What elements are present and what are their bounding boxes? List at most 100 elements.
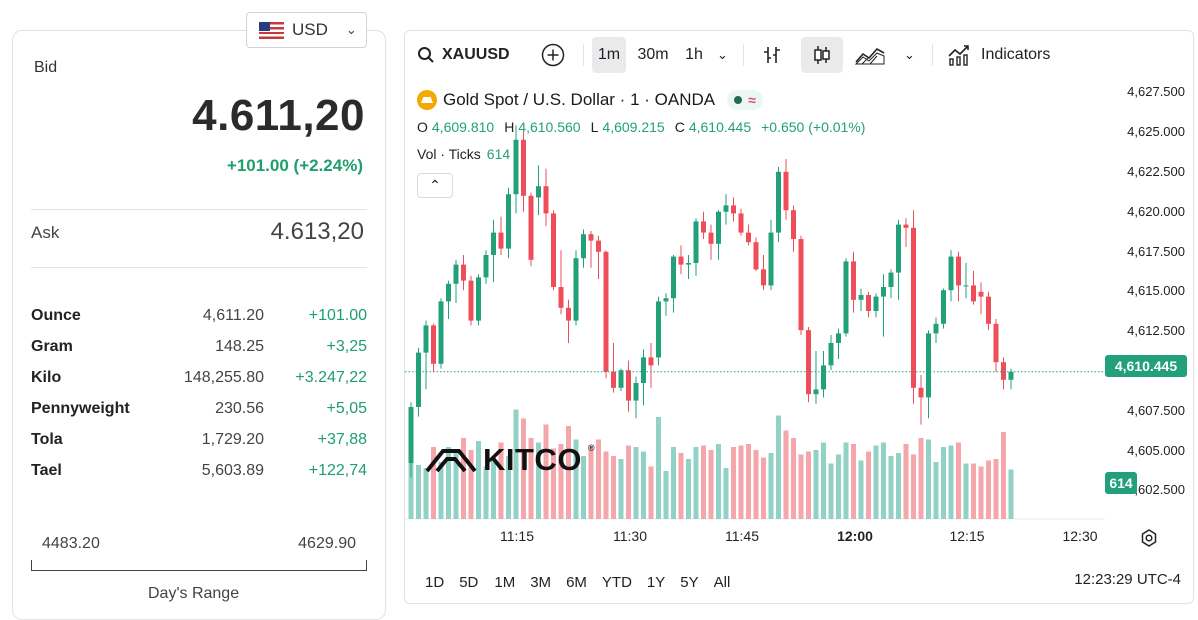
volume-bar — [431, 447, 436, 519]
indicators-icon — [948, 45, 969, 66]
price-axis-label: 4,605.000 — [1127, 443, 1185, 458]
symbol-search[interactable]: XAUUSD — [417, 37, 510, 73]
volume-bar — [986, 460, 991, 519]
volume-bar — [566, 426, 571, 519]
low-label: L — [590, 119, 599, 135]
candle-body — [468, 280, 474, 321]
indicators-button[interactable]: Indicators — [947, 37, 1050, 73]
candle-body — [986, 296, 991, 324]
candle-body — [648, 357, 654, 366]
chart-timestamp[interactable]: 12:23:29 UTC-4 — [1074, 571, 1181, 588]
interval-30m[interactable]: 30m — [637, 46, 669, 63]
candle-body — [641, 357, 646, 383]
candle-body — [896, 224, 901, 273]
candle-body — [716, 211, 721, 244]
unit-row: Tola 1,729.20 +37,88 — [31, 424, 367, 455]
range-1y[interactable]: 1Y — [646, 573, 666, 591]
unit-name: Tola — [31, 430, 63, 448]
volume-bar — [768, 453, 774, 519]
symbol-label: XAUUSD — [442, 46, 510, 63]
price-axis-label: 4,615.000 — [1127, 283, 1185, 298]
candle-body — [768, 232, 774, 286]
kitco-logo-icon — [425, 449, 477, 473]
range-1m[interactable]: 1M — [494, 573, 516, 591]
volume-bar — [581, 456, 586, 519]
volume-bar — [551, 448, 556, 519]
currency-selector[interactable]: USD ⌄ — [246, 12, 367, 48]
candle-body — [993, 323, 999, 363]
low-value: 4,609.215 — [602, 119, 665, 135]
volume-bar — [543, 424, 549, 519]
volume-bar — [446, 447, 451, 519]
volume-bar — [611, 456, 616, 519]
range-5y[interactable]: 5Y — [680, 573, 699, 591]
price-axis-label: 4,627.500 — [1127, 84, 1185, 99]
interval-1h[interactable]: 1h — [685, 46, 703, 63]
volume-bar — [506, 456, 511, 519]
volume-bar — [918, 438, 924, 519]
volume-bar — [806, 451, 811, 519]
candle-body — [708, 232, 714, 244]
interval-1m[interactable]: 1m — [592, 37, 626, 73]
unit-price: 148.25 — [215, 337, 264, 355]
candle-body — [483, 255, 489, 278]
range-1d[interactable]: 1D — [425, 573, 445, 591]
candles-chart-type-button[interactable] — [801, 37, 843, 73]
candle-body — [851, 261, 856, 300]
bar-chart-type-button[interactable] — [761, 37, 783, 73]
candle-body — [918, 387, 924, 398]
chart-type-dropdown-chevron-icon[interactable]: ⌄ — [904, 47, 915, 62]
days-range-low: 4483.20 — [42, 535, 100, 552]
range-5d[interactable]: 5D — [459, 573, 479, 591]
candle-body — [633, 383, 639, 401]
unit-name: Pennyweight — [31, 399, 130, 417]
candle-body — [761, 269, 766, 286]
toolbar-separator — [583, 44, 584, 66]
volume-bar — [933, 462, 939, 519]
volume-bar — [1001, 432, 1006, 519]
volume-bar — [573, 439, 579, 519]
volume-bar — [716, 444, 721, 519]
chart-toolbar: XAUUSD 1m 30m 1h ⌄ ⌄ Indicators — [405, 31, 1193, 79]
candle-body — [558, 287, 564, 308]
area-chart-type-button[interactable] — [854, 37, 886, 73]
interval-dropdown-chevron-icon[interactable]: ⌄ — [717, 47, 728, 62]
range-6m[interactable]: 6M — [566, 573, 587, 591]
price-axis-label: 4,612.500 — [1127, 323, 1185, 338]
candlestick-icon — [814, 46, 830, 64]
ohlc-legend: O 4,609.810 H 4,610.560 L 4,609.215 C 4,610.… — [417, 119, 871, 135]
candle-body — [431, 325, 436, 364]
candle-body — [933, 323, 939, 334]
candle-body — [903, 224, 909, 228]
chart-settings-button[interactable] — [1139, 528, 1159, 553]
unit-row: Gram 148.25 +3,25 — [31, 331, 367, 362]
volume-bar — [971, 463, 976, 519]
volume-bar — [843, 442, 849, 519]
close-label: C — [674, 119, 685, 135]
collapse-legend-button[interactable]: ⌃ — [417, 173, 453, 198]
unit-change: +3,25 — [326, 337, 367, 355]
unit-change: +37,88 — [317, 430, 367, 448]
compare-button[interactable] — [541, 37, 565, 73]
candle-body — [701, 221, 706, 233]
range-ytd[interactable]: YTD — [601, 573, 632, 591]
chart-legend-title: Gold Spot / U.S. Dollar · 1 · OANDA ≈ — [417, 90, 763, 110]
volume-bar — [693, 447, 699, 519]
range-all[interactable]: All — [713, 573, 731, 591]
chevron-down-icon: ⌄ — [345, 22, 357, 37]
volume-bar — [776, 415, 781, 519]
range-3m[interactable]: 3M — [530, 573, 552, 591]
volume-legend: Vol · Ticks 614 — [417, 146, 510, 162]
price-axis-label: 4,622.500 — [1127, 164, 1185, 179]
candle-body — [731, 205, 736, 214]
volume-bar — [641, 451, 646, 519]
candle-body — [618, 370, 624, 388]
price-chart[interactable] — [405, 31, 1194, 604]
search-icon — [418, 47, 434, 63]
open-value: 4,609.810 — [431, 119, 495, 135]
candle-body — [1008, 371, 1014, 380]
candle-body — [858, 295, 864, 300]
market-status-badge[interactable]: ≈ — [727, 90, 763, 110]
unit-price: 4,611.20 — [202, 306, 264, 324]
unit-row: Tael 5,603.89 +122,74 — [31, 455, 367, 486]
